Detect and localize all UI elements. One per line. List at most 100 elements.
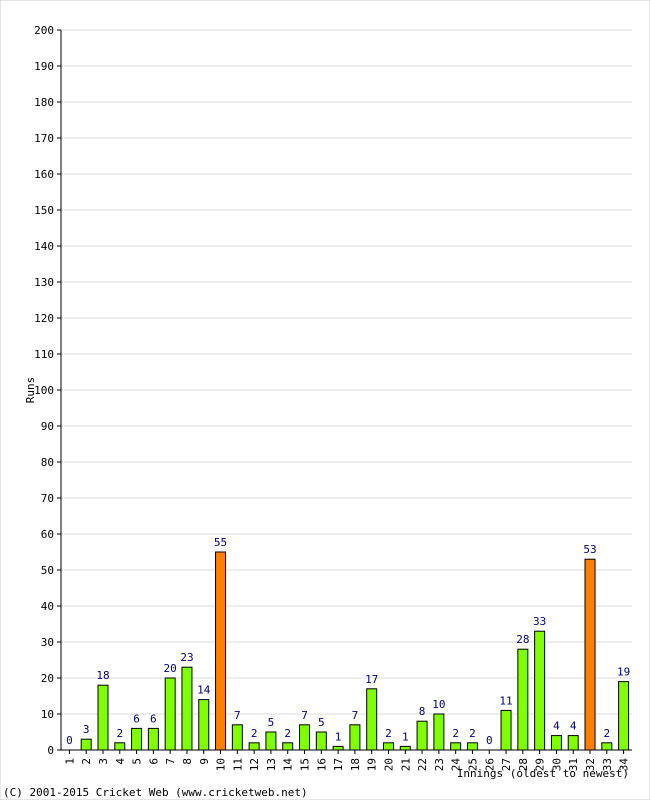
y-axis-ticks: 0 10 20 30 40 50 60 70 80 90 100 110 120 130 140 150 160…	[34, 24, 61, 757]
bar	[332, 745, 344, 751]
bar-value-label: 19	[617, 666, 630, 679]
x-tick-label: 5	[131, 758, 144, 765]
x-tick-label: 28	[517, 758, 530, 771]
bar	[97, 684, 109, 751]
bar	[534, 630, 546, 751]
bar	[399, 745, 411, 751]
x-tick-label: 24	[450, 758, 463, 772]
bar-value-label: 3	[83, 723, 90, 736]
bar	[147, 727, 159, 751]
bar	[366, 688, 378, 751]
bar	[416, 720, 428, 751]
x-tick-label: 15	[299, 758, 312, 771]
y-tick-label: 190	[34, 60, 54, 73]
bar	[433, 713, 445, 751]
y-tick-label: 60	[41, 528, 54, 541]
bar-value-label: 2	[385, 727, 392, 740]
bar-value-label: 5	[318, 716, 325, 729]
grid-lines	[61, 29, 632, 715]
y-tick-label: 10	[41, 708, 54, 721]
y-tick-label: 30	[41, 636, 54, 649]
y-tick-label: 100	[34, 384, 54, 397]
bar	[382, 742, 394, 751]
bar	[315, 731, 327, 751]
bar-value-label: 2	[603, 727, 610, 740]
bar	[584, 558, 596, 751]
x-tick-label: 31	[567, 758, 580, 771]
x-tick-label: 9	[198, 758, 211, 765]
x-tick-label: 7	[164, 758, 177, 765]
bar	[500, 709, 512, 751]
x-tick-label: 2	[80, 758, 93, 765]
bar-value-label: 2	[469, 727, 476, 740]
x-tick-label: 18	[349, 758, 362, 771]
bar-value-label: 33	[533, 615, 546, 628]
bar	[215, 551, 227, 751]
bar-value-label: 18	[96, 669, 109, 682]
y-tick-label: 200	[34, 24, 54, 37]
y-tick-label: 50	[41, 564, 54, 577]
x-tick-label: 8	[181, 758, 194, 765]
bar	[567, 735, 579, 751]
bar-value-label: 53	[583, 543, 596, 556]
bar-value-label: 14	[197, 684, 211, 697]
bar	[349, 724, 361, 751]
x-tick-label: 3	[97, 758, 110, 765]
bar-value-label: 17	[365, 673, 378, 686]
y-tick-label: 20	[41, 672, 54, 685]
copyright-text: (C) 2001-2015 Cricket Web (www.cricketwe…	[3, 786, 308, 799]
bar	[164, 677, 176, 751]
y-tick-label: 180	[34, 96, 54, 109]
x-tick-label: 14	[282, 758, 295, 772]
x-tick-label: 20	[382, 758, 395, 771]
x-tick-label: 16	[315, 758, 328, 771]
bar	[131, 727, 143, 751]
x-tick-label: 30	[550, 758, 563, 771]
bar	[80, 738, 92, 751]
bar-value-label: 2	[116, 727, 123, 740]
bar-value-label: 11	[499, 694, 512, 707]
y-tick-label: 170	[34, 132, 54, 145]
y-tick-label: 120	[34, 312, 54, 325]
x-tick-label: 19	[366, 758, 379, 771]
bar	[299, 724, 311, 751]
bar-value-label: 55	[214, 536, 227, 549]
bar-value-label: 2	[452, 727, 459, 740]
y-tick-label: 80	[41, 456, 54, 469]
x-axis-ticks: 1 2 3 4 5 6 7 8 9 10 11 12 13 14 15 16 17 18 19 20 21 22 23 24 2…	[63, 750, 631, 772]
bar	[618, 681, 630, 751]
bar-value-label: 1	[402, 730, 409, 743]
bar-value-label: 7	[234, 709, 241, 722]
bar	[466, 742, 478, 751]
y-tick-label: 140	[34, 240, 54, 253]
bar	[601, 742, 613, 751]
y-tick-label: 130	[34, 276, 54, 289]
bar-value-label: 4	[553, 720, 560, 733]
x-tick-label: 32	[584, 758, 597, 771]
x-tick-label: 13	[265, 758, 278, 771]
bar-value-label: 2	[251, 727, 258, 740]
bar	[231, 724, 243, 751]
x-tick-label: 12	[248, 758, 261, 771]
x-axis-title: Innings (oldest to newest)	[457, 767, 629, 780]
bar-value-label: 2	[284, 727, 291, 740]
bar-value-label: 7	[352, 709, 359, 722]
x-tick-label: 23	[433, 758, 446, 771]
bar-value-label: 0	[66, 734, 73, 747]
bar-value-label: 28	[516, 633, 529, 646]
y-tick-label: 0	[47, 744, 54, 757]
x-tick-label: 21	[399, 758, 412, 771]
y-tick-label: 40	[41, 600, 54, 613]
x-tick-label: 1	[63, 758, 76, 765]
x-tick-label: 27	[500, 758, 513, 771]
bar	[265, 731, 277, 751]
bar	[282, 742, 294, 751]
bar	[550, 735, 562, 751]
bar	[198, 699, 210, 751]
bar-value-label: 10	[432, 698, 445, 711]
x-tick-label: 34	[618, 758, 631, 772]
bar-value-label: 20	[164, 662, 177, 675]
y-tick-label: 160	[34, 168, 54, 181]
